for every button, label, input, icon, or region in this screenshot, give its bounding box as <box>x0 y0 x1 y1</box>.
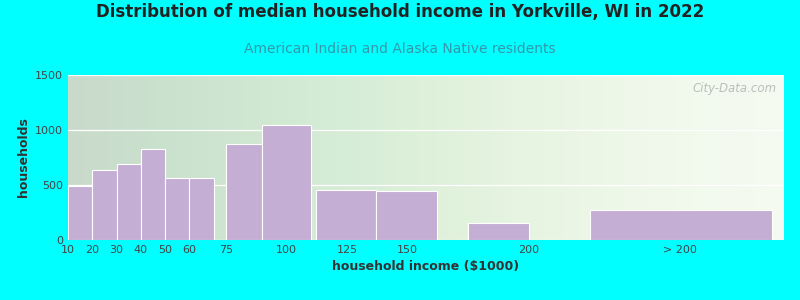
Bar <box>92 170 117 240</box>
X-axis label: household income ($1000): household income ($1000) <box>333 260 519 273</box>
Bar <box>315 190 376 240</box>
Text: Distribution of median household income in Yorkville, WI in 2022: Distribution of median household income … <box>96 3 704 21</box>
Bar <box>165 178 190 240</box>
Bar <box>68 186 92 240</box>
Text: City-Data.com: City-Data.com <box>693 82 777 94</box>
Bar <box>469 223 529 240</box>
Y-axis label: households: households <box>17 118 30 197</box>
Bar <box>590 210 772 240</box>
Bar <box>117 164 141 240</box>
Bar <box>262 124 310 240</box>
Bar <box>226 144 262 240</box>
Text: American Indian and Alaska Native residents: American Indian and Alaska Native reside… <box>244 42 556 56</box>
Bar <box>190 178 214 240</box>
Bar <box>376 190 437 240</box>
Bar <box>141 149 165 240</box>
